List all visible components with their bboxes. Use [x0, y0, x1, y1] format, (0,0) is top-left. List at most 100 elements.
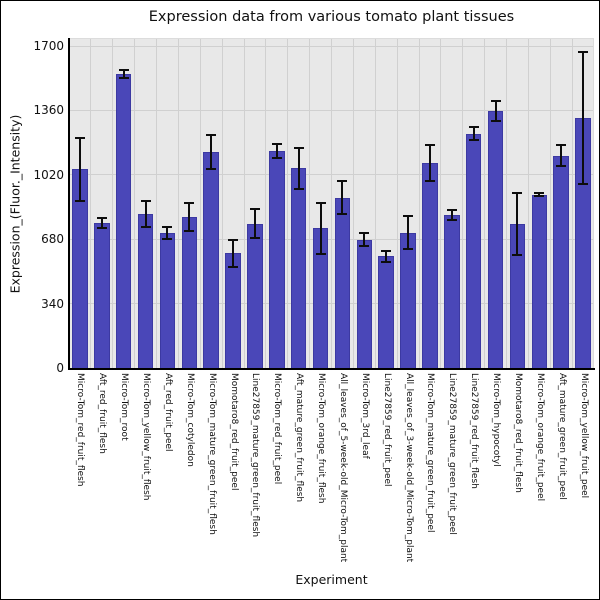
- x-tick-Aft_red_fruit_peel: Aft_red_fruit_peel: [162, 373, 173, 452]
- error-cap-bottom-10: [293, 187, 304, 190]
- error-cap-bottom-6: [206, 167, 217, 170]
- y-tick-1020: 1020: [33, 167, 64, 182]
- error-cap-bottom-20: [512, 253, 523, 256]
- y-tick-0: 0: [56, 361, 64, 375]
- error-cap-bottom-0: [74, 199, 85, 202]
- x-tick-Micro-Tom_root: Micro-Tom_root: [119, 373, 130, 441]
- error-cap-top-4: [162, 225, 173, 228]
- error-cap-bottom-15: [403, 247, 414, 250]
- y-tick-340: 340: [41, 296, 64, 311]
- v-gridline-14: [374, 38, 376, 368]
- v-gridline-13: [352, 38, 354, 368]
- bar-Momotaro8_red_fruit_peel: [225, 253, 241, 368]
- x-tick-Micro-Tom_mature_green_fruit_peel: Micro-Tom_mature_green_fruit_peel: [425, 373, 436, 533]
- error-cap-top-0: [74, 137, 85, 140]
- bar-Micro-Tom_yellow_fruit_flesh: [137, 214, 154, 368]
- error-cap-top-21: [534, 192, 545, 195]
- error-cap-top-22: [556, 144, 567, 147]
- error-line-5: [188, 202, 191, 232]
- v-gridline-22: [549, 38, 551, 368]
- error-cap-bottom-2: [118, 76, 129, 79]
- error-cap-bottom-11: [315, 252, 326, 255]
- error-cap-top-19: [490, 99, 501, 102]
- error-cap-top-18: [468, 126, 479, 129]
- error-cap-top-12: [337, 180, 348, 183]
- error-cap-bottom-18: [468, 138, 479, 141]
- error-cap-bottom-16: [424, 180, 435, 183]
- error-line-6: [210, 134, 213, 170]
- error-cap-bottom-5: [184, 230, 195, 232]
- x-tick-Line27859_mature_green_fruit_peel: Line27859_mature_green_fruit_peel: [447, 373, 458, 535]
- v-gridline-11: [309, 38, 311, 368]
- error-line-15: [407, 215, 410, 250]
- bar-Line27859_red_fruit_flesh: [465, 133, 482, 368]
- bar-Micro-Tom_3rd_leaf: [356, 239, 373, 368]
- error-line-18: [472, 126, 475, 141]
- v-gridline-17: [440, 38, 442, 368]
- error-cap-top-1: [96, 217, 107, 220]
- error-cap-top-14: [381, 249, 392, 252]
- error-cap-bottom-7: [228, 266, 239, 269]
- error-cap-top-11: [315, 201, 326, 204]
- error-line-11: [319, 201, 322, 255]
- error-cap-bottom-1: [96, 226, 107, 229]
- error-cap-top-2: [118, 69, 129, 72]
- v-gridline-8: [243, 38, 245, 368]
- error-cap-top-13: [359, 232, 370, 234]
- error-line-23: [582, 51, 585, 185]
- error-cap-top-16: [424, 144, 435, 147]
- error-line-8: [253, 207, 256, 240]
- error-line-3: [144, 200, 147, 228]
- error-cap-top-9: [271, 142, 282, 145]
- error-line-17: [450, 208, 453, 221]
- v-gridline-6: [199, 38, 201, 368]
- error-cap-bottom-3: [140, 226, 151, 229]
- x-tick-Micro-Tom_3rd_leaf: Micro-Tom_3rd_leaf: [359, 373, 370, 459]
- error-cap-bottom-8: [249, 237, 260, 240]
- v-gridline-12: [331, 38, 332, 368]
- error-cap-top-20: [512, 192, 523, 195]
- plot-right-edge: [593, 38, 594, 369]
- error-cap-bottom-12: [337, 212, 348, 215]
- error-cap-bottom-14: [381, 260, 392, 263]
- bar-Line27859_mature_green_fruit_peel: [444, 214, 460, 368]
- error-cap-top-5: [184, 202, 195, 205]
- v-gridline-19: [484, 38, 486, 368]
- x-tick-Line27859_red_fruit_flesh: Line27859_red_fruit_flesh: [469, 373, 480, 489]
- bar-Micro-Tom_red_fruit_peel: [269, 151, 285, 368]
- v-gridline-3: [134, 38, 136, 368]
- x-tick-Aft_mature_green_fruit_flesh: Aft_mature_green_fruit_flesh: [294, 373, 305, 503]
- v-gridline-20: [506, 38, 507, 368]
- plot-top-edge: [69, 38, 594, 39]
- bar-Aft_mature_green_fruit_flesh: [290, 168, 307, 368]
- error-cap-bottom-23: [578, 182, 589, 185]
- error-line-2: [122, 69, 125, 79]
- x-tick-Aft_mature_green_fruit_peel: Aft_mature_green_fruit_peel: [556, 373, 567, 500]
- error-line-21: [538, 192, 541, 197]
- bar-All_leaves_of_5-week-old_Micro-Tom_plant: [334, 197, 351, 368]
- error-line-22: [560, 144, 563, 168]
- v-gridline-18: [462, 38, 464, 368]
- error-line-0: [78, 137, 81, 202]
- v-gridline-9: [265, 38, 267, 368]
- x-tick-All_leaves_of_5-week-old_Micro-Tom_plant: All_leaves_of_5-week-old_Micro-Tom_plant: [337, 373, 348, 563]
- x-tick-Micro-Tom_yellow_fruit_flesh: Micro-Tom_yellow_fruit_flesh: [141, 373, 152, 501]
- bar-Micro-Tom_hypocotyl: [487, 110, 504, 368]
- bar-Micro-Tom_mature_green_fruit_peel: [422, 163, 438, 368]
- x-axis-label: Experiment: [295, 572, 368, 587]
- v-gridline-15: [396, 38, 398, 368]
- chart-title: Expression data from various tomato plan…: [148, 9, 515, 25]
- x-tick-Momotaro8_red_fruit_peel: Momotaro8_red_fruit_peel: [228, 373, 239, 491]
- y-tick-1700: 1700: [33, 39, 64, 53]
- error-line-9: [275, 142, 278, 160]
- error-line-19: [494, 99, 497, 122]
- bar-Line27859_red_fruit_peel: [378, 256, 394, 368]
- x-tick-Micro-Tom_orange_fruit_flesh: Micro-Tom_orange_fruit_flesh: [316, 373, 327, 504]
- x-tick-Line27859_mature_green_fruit_flesh: Line27859_mature_green_fruit_flesh: [250, 373, 261, 538]
- bar-Micro-Tom_orange_fruit_peel: [531, 194, 548, 368]
- error-cap-top-8: [249, 207, 260, 210]
- x-tick-Momotaro8_red_fruit_flesh: Momotaro8_red_fruit_flesh: [512, 373, 523, 493]
- error-cap-top-23: [578, 51, 589, 54]
- v-gridline-10: [287, 38, 289, 368]
